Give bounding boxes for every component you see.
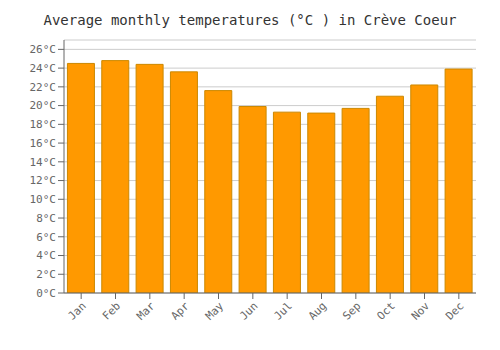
svg-text:24°C: 24°C	[30, 62, 57, 75]
svg-text:14°C: 14°C	[30, 156, 57, 169]
svg-text:Sep: Sep	[340, 299, 363, 322]
svg-text:22°C: 22°C	[30, 81, 57, 94]
svg-text:Apr: Apr	[169, 299, 193, 323]
svg-text:10°C: 10°C	[30, 193, 57, 206]
svg-text:Aug: Aug	[306, 299, 329, 322]
svg-text:12°C: 12°C	[30, 174, 57, 187]
svg-text:6°C: 6°C	[36, 231, 56, 244]
svg-text:Jun: Jun	[237, 299, 260, 322]
svg-text:Jul: Jul	[272, 299, 295, 322]
svg-text:20°C: 20°C	[30, 99, 57, 112]
svg-text:Oct: Oct	[375, 299, 398, 322]
svg-text:Feb: Feb	[100, 299, 123, 322]
svg-text:4°C: 4°C	[36, 249, 56, 262]
svg-text:26°C: 26°C	[30, 43, 57, 56]
svg-text:Mar: Mar	[134, 299, 158, 323]
svg-text:2°C: 2°C	[36, 268, 56, 281]
html-text:Average monthly temperatures (: Average monthly temperatures (°C ) in Cr…	[43, 12, 457, 28]
svg-text:May: May	[203, 299, 227, 323]
svg-text:16°C: 16°C	[30, 137, 57, 150]
svg-text:0°C: 0°C	[36, 287, 56, 300]
svg-text:18°C: 18°C	[30, 118, 57, 131]
svg-text:Nov: Nov	[409, 299, 433, 323]
svg-text:Dec: Dec	[443, 299, 466, 322]
svg-text:8°C: 8°C	[36, 212, 56, 225]
svg-text:Jan: Jan	[66, 299, 89, 322]
